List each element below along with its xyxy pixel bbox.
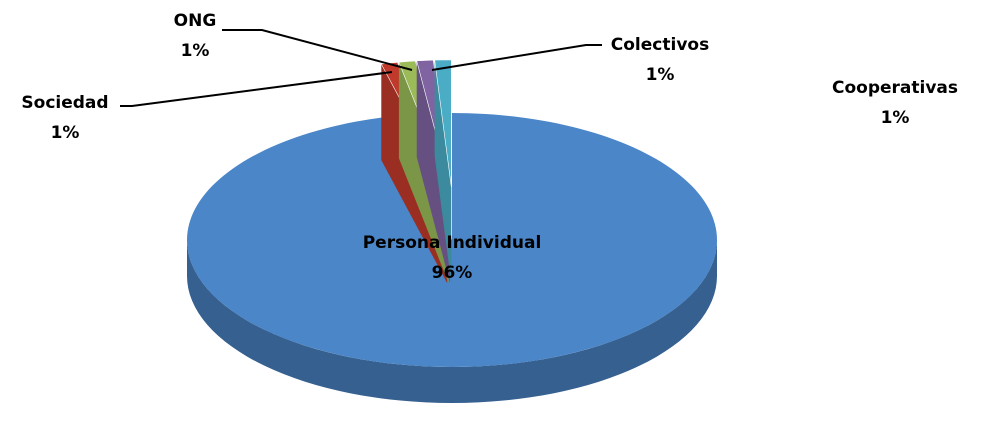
leader-line	[120, 71, 393, 107]
slice-label: ONG	[174, 11, 217, 31]
slice-label: Persona Individual	[363, 233, 542, 253]
pie-slice	[434, 59, 452, 187]
pie-wall	[434, 60, 452, 283]
pie-slice	[186, 113, 717, 367]
pie-side	[187, 240, 717, 403]
slice-value: 1%	[181, 41, 210, 61]
slice-value: 96%	[432, 263, 473, 283]
pie-wall	[416, 60, 450, 283]
leader-line	[431, 44, 602, 71]
slice-label: Cooperativas	[832, 78, 958, 98]
slice-label: Sociedad	[21, 93, 108, 113]
pie	[186, 59, 717, 403]
slice-value: 1%	[51, 123, 80, 143]
slice-label: Colectivos	[611, 35, 709, 55]
labels: Persona Individual 96% Sociedad 1% ONG 1% Cole…	[21, 11, 958, 283]
leader-line	[222, 29, 413, 71]
slice-value: 1%	[881, 108, 910, 128]
slice-value: 1%	[646, 65, 675, 85]
